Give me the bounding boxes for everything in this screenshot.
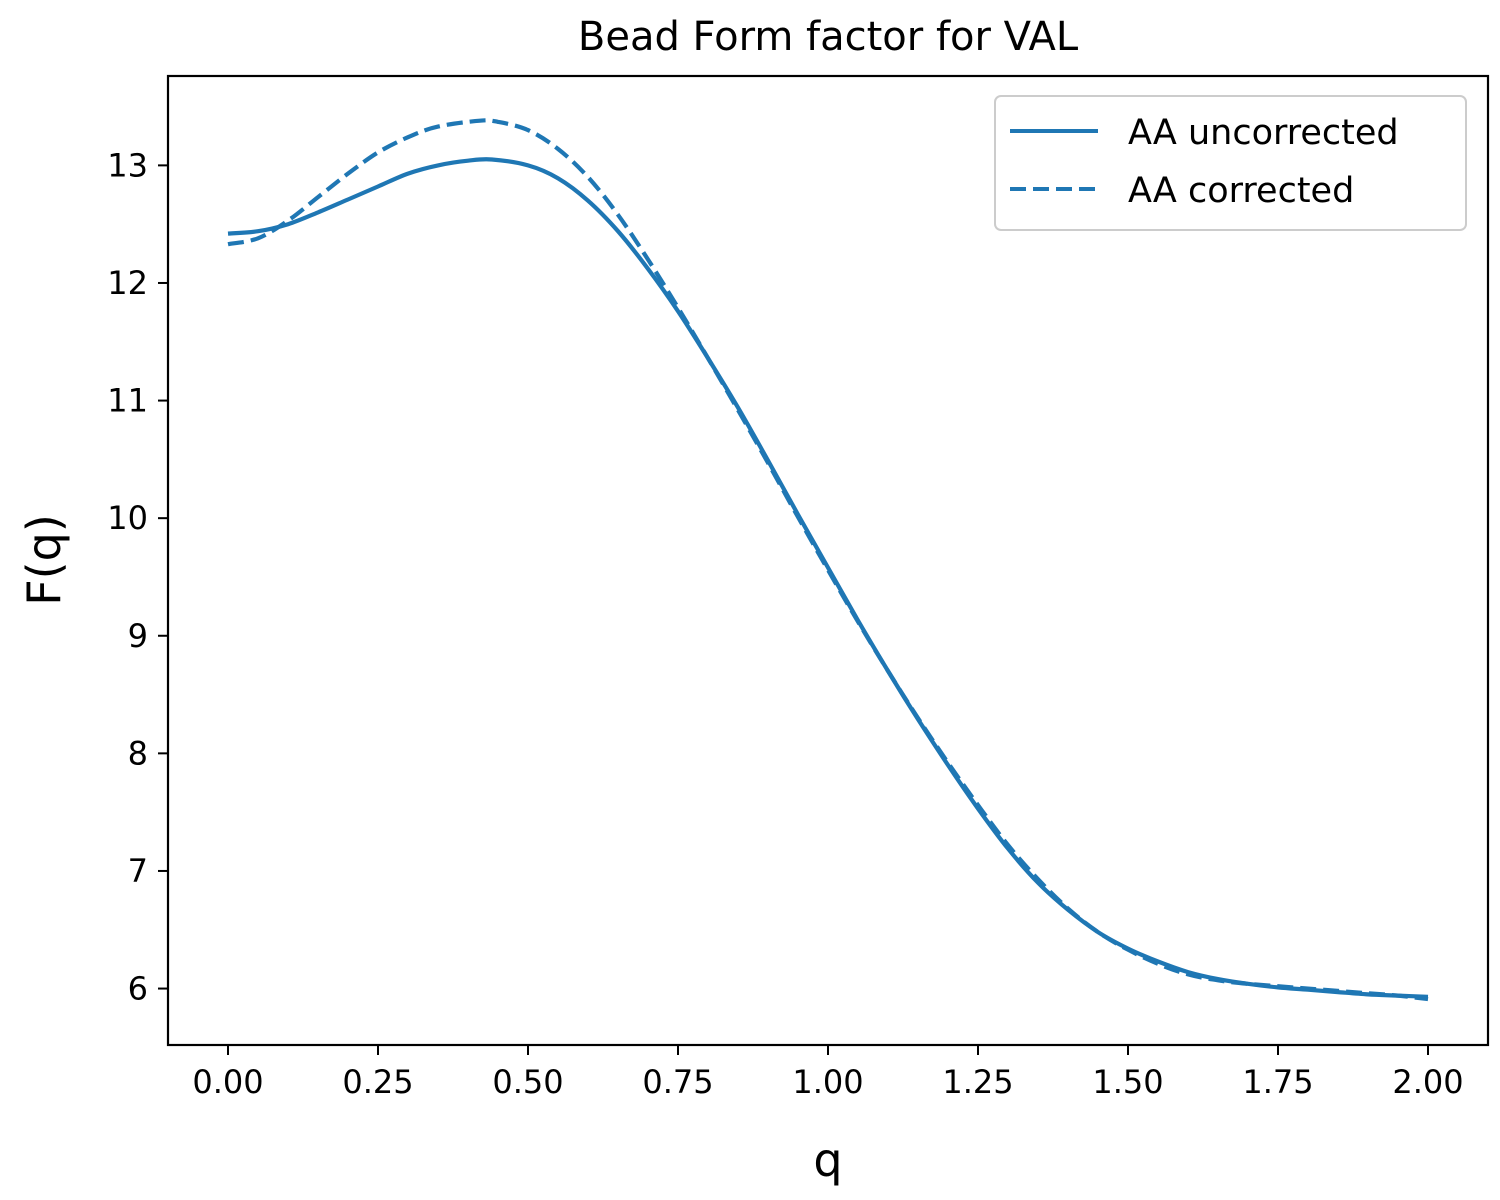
x-tick-label: 0.00 bbox=[192, 1063, 263, 1101]
x-tick-label: 1.50 bbox=[1092, 1063, 1163, 1101]
series-layer bbox=[227, 118, 1429, 1002]
legend-box bbox=[994, 95, 1467, 231]
x-tick-label: 2.00 bbox=[1392, 1063, 1463, 1101]
legend-label-uncorrected: AA uncorrected bbox=[1128, 113, 1399, 153]
legend: AA uncorrected AA corrected bbox=[994, 95, 1467, 231]
y-axis-label: F(q) bbox=[17, 514, 71, 606]
x-tick-label: 0.25 bbox=[342, 1063, 413, 1101]
x-axis-label: q bbox=[813, 1133, 842, 1187]
y-tick-label: 8 bbox=[128, 734, 148, 772]
x-tick-label: 0.50 bbox=[492, 1063, 563, 1101]
legend-label-corrected: AA corrected bbox=[1128, 171, 1354, 211]
x-tick-label: 1.25 bbox=[942, 1063, 1013, 1101]
chart-title: Bead Form factor for VAL bbox=[578, 14, 1079, 60]
y-tick-label: 7 bbox=[128, 852, 148, 890]
x-tick-label: 1.75 bbox=[1242, 1063, 1313, 1101]
x-tick-label: 0.75 bbox=[642, 1063, 713, 1101]
y-axis: 6 7 8 9 10 11 12 13 bbox=[107, 146, 168, 1008]
y-tick-label: 10 bbox=[107, 499, 148, 537]
x-axis: 0.00 0.25 0.50 0.75 1.00 1.25 1.50 1.75 2.00 bbox=[192, 1045, 1464, 1101]
plot-frame bbox=[166, 74, 1490, 1047]
y-tick-label: 6 bbox=[128, 970, 148, 1008]
x-tick-label: 1.00 bbox=[792, 1063, 863, 1101]
y-tick-label: 9 bbox=[128, 617, 148, 655]
y-tick-label: 12 bbox=[107, 264, 148, 302]
y-tick-label: 11 bbox=[107, 382, 148, 420]
series-line-uncorrected bbox=[227, 157, 1429, 999]
series-line-corrected bbox=[227, 118, 1429, 1002]
y-tick-label: 13 bbox=[107, 146, 148, 184]
